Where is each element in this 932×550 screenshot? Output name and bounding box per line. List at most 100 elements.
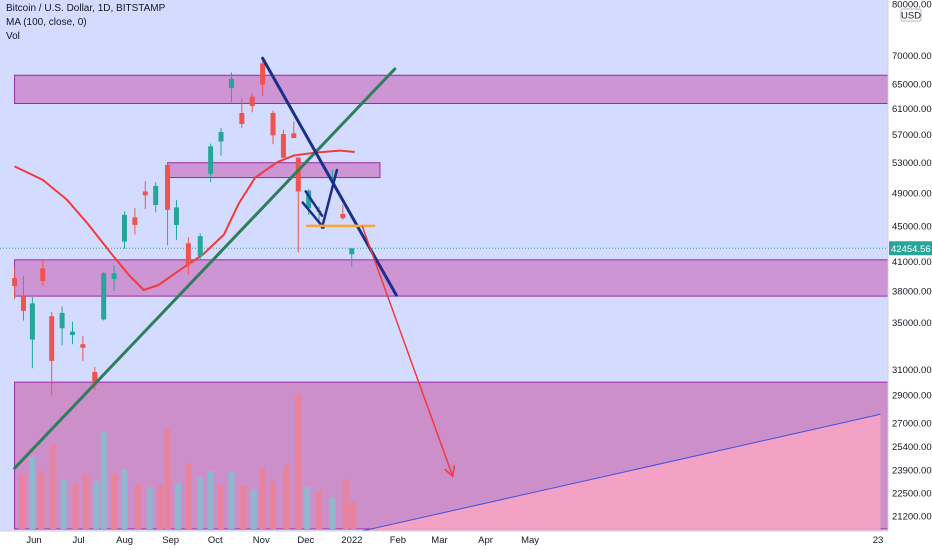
y-tick-label: 22500.00 — [892, 489, 932, 500]
volume-bar — [342, 479, 349, 529]
candle[interactable] — [12, 267, 18, 300]
volume-bar — [82, 474, 89, 529]
uptrend-line[interactable] — [13, 67, 397, 470]
candle-body — [92, 371, 98, 385]
candle[interactable] — [295, 156, 301, 253]
resistance-zone[interactable] — [14, 74, 889, 105]
candle[interactable] — [291, 121, 297, 139]
candle[interactable] — [249, 93, 255, 113]
candle[interactable] — [340, 204, 346, 220]
candle[interactable] — [349, 248, 355, 267]
volume-bar — [207, 471, 214, 529]
volume-bar — [60, 479, 67, 529]
candle-body — [173, 207, 179, 225]
candle-body — [270, 112, 276, 136]
breakout-leg[interactable] — [320, 168, 339, 229]
downtrend-line[interactable] — [261, 56, 398, 297]
volume-bar — [316, 491, 323, 529]
volume-bar — [240, 486, 247, 529]
candle-body — [132, 217, 138, 225]
volume-bar — [146, 487, 153, 529]
candle[interactable] — [132, 208, 138, 235]
volume-bar — [228, 471, 235, 529]
y-tick-label: 49000.00 — [892, 188, 932, 199]
symbol-title[interactable]: Bitcoin / U.S. Dollar, 1D, BITSTAMP — [6, 3, 166, 14]
y-tick-label: 80000.00 — [892, 0, 932, 11]
candle-body — [142, 191, 148, 196]
candle[interactable] — [70, 321, 76, 345]
candle-body — [295, 157, 301, 192]
volume-indicator-label[interactable]: Vol — [6, 31, 20, 42]
candle[interactable] — [59, 306, 65, 346]
x-tick-label: Apr — [478, 535, 493, 546]
volume-bar — [111, 474, 118, 529]
candle-body — [59, 312, 65, 329]
candle[interactable] — [280, 129, 286, 159]
volume-bar — [38, 471, 45, 529]
candle[interactable] — [218, 127, 224, 156]
volume-bar — [29, 457, 36, 529]
currency-badge[interactable]: USD — [900, 8, 922, 22]
ma-indicator-label[interactable]: MA (100, close, 0) — [6, 17, 87, 28]
volume-bar — [329, 497, 336, 529]
time-axis-panel[interactable] — [0, 531, 932, 550]
last-price-label: 42454.56 — [891, 244, 931, 255]
volume-bar — [72, 484, 79, 529]
candle[interactable] — [111, 265, 117, 292]
candle[interactable] — [49, 311, 55, 396]
candle[interactable] — [142, 181, 148, 210]
candle[interactable] — [208, 143, 214, 183]
projection-arrow[interactable] — [361, 225, 454, 477]
chart-legend: Bitcoin / U.S. Dollar, 1D, BITSTAMP MA (… — [6, 2, 165, 44]
volume-bar — [157, 485, 164, 529]
support-zone[interactable] — [14, 259, 889, 297]
channel-upper[interactable] — [304, 190, 324, 217]
candle[interactable] — [260, 61, 266, 97]
candle[interactable] — [121, 211, 127, 249]
candle[interactable] — [185, 237, 191, 276]
candle-body — [306, 190, 312, 209]
y-tick-label: 35000.00 — [892, 318, 932, 329]
candle-body — [165, 164, 171, 210]
candle[interactable] — [80, 336, 86, 361]
candle[interactable] — [173, 200, 179, 240]
candle[interactable] — [40, 258, 46, 286]
candle[interactable] — [20, 276, 26, 321]
candle[interactable] — [165, 163, 171, 246]
candle-body — [111, 273, 117, 280]
volume-bar — [250, 489, 257, 529]
x-tick-label: May — [521, 535, 539, 546]
candle-body — [260, 63, 266, 85]
candle[interactable] — [101, 272, 107, 321]
volume-bar — [197, 477, 204, 529]
x-tick-label: Jul — [72, 535, 84, 546]
candle-body — [197, 236, 203, 257]
candle-body — [153, 185, 159, 205]
candle[interactable] — [197, 233, 203, 260]
candle[interactable] — [153, 182, 159, 213]
candle-body — [249, 96, 255, 107]
y-tick-label: 57000.00 — [892, 130, 932, 141]
last-price-tag: 42454.56 — [889, 241, 932, 256]
y-tick-label: 23900.00 — [892, 465, 932, 476]
candle[interactable] — [29, 297, 35, 369]
candle-body — [49, 316, 55, 361]
y-tick-label: 29000.00 — [892, 391, 932, 402]
volume-bar — [174, 483, 181, 529]
ma-100-line[interactable] — [14, 149, 355, 291]
candle[interactable] — [239, 98, 245, 128]
price-axis-panel[interactable] — [888, 0, 932, 531]
candle[interactable] — [228, 72, 234, 103]
candle[interactable] — [270, 110, 276, 145]
candle-body — [218, 131, 224, 142]
pink-area-edge[interactable] — [362, 413, 881, 532]
channel-lower[interactable] — [301, 201, 325, 229]
y-tick-label: 21200.00 — [892, 512, 932, 523]
volume-bar — [100, 431, 107, 529]
candle-body — [291, 133, 297, 139]
candle-body — [239, 112, 245, 125]
x-tick-label: 2022 — [341, 535, 362, 546]
candle-body — [29, 303, 35, 340]
